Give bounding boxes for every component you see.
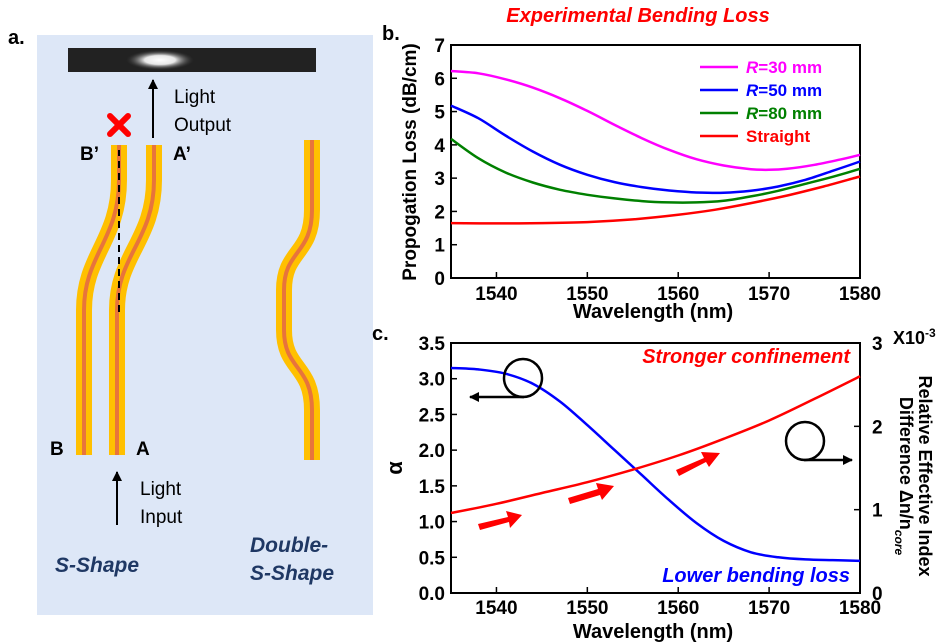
x-tick-label: 1580 (839, 598, 881, 619)
series-line (450, 104, 861, 195)
annotation-top: Stronger confinement (642, 346, 851, 368)
chart-c: c. 1540 1550 1560 1570 1580 0.0 0.5 1.0 1.5 2.0 2.… (372, 323, 936, 643)
right-scale-label: X10-3 (893, 326, 936, 348)
double-s-waveguide-core (282, 140, 314, 460)
panel-a-background (37, 35, 373, 615)
chart-c-lines (450, 366, 861, 563)
series-line (450, 69, 861, 172)
chart-c-xlabel: Wavelength (nm) (573, 621, 733, 643)
input-text-line2: Input (140, 507, 183, 528)
red-arrow-1 (478, 511, 522, 530)
chart-b-ticks: 1540 1550 1560 1570 1580 0 1 2 3 4 5 6 7 (434, 36, 881, 305)
series-line (450, 366, 861, 563)
s-shape-caption: S-Shape (55, 554, 139, 577)
legend-label: R=30 mm (746, 58, 822, 77)
series-line (450, 137, 861, 204)
waveguide-a-core (115, 145, 156, 455)
chart-b-ylabel: Propogation Loss (dB/cm) (400, 43, 421, 281)
y-right-tick-label: 2 (872, 417, 883, 438)
red-arrow-3 (676, 452, 720, 476)
confinement-arrows (478, 452, 720, 530)
y-tick-label: 5 (434, 103, 445, 124)
output-text-line1: Light (174, 87, 216, 108)
y-tick-label: 3.0 (419, 370, 445, 391)
panel-c-label: c. (372, 323, 389, 345)
x-tick-label: 1560 (657, 598, 699, 619)
red-arrow-2 (568, 483, 614, 504)
right-axis-circle (784, 420, 826, 462)
input-text-line1: Light (140, 479, 182, 500)
x-tick-label: 1550 (566, 598, 608, 619)
right-ylabel-line1: Relative Effective Index (915, 375, 935, 576)
right-ylabel-line2: Difference Δn/ncore (892, 397, 916, 556)
y-tick-label: 1.5 (419, 477, 446, 498)
double-caption-line1: Double- (250, 534, 328, 557)
chart-c-ticks: 1540 1550 1560 1570 1580 0.0 0.5 1.0 1.5 2.0 2.5 3.… (419, 334, 883, 619)
y-tick-label: 4 (434, 136, 445, 157)
x-tick-label: 1540 (475, 598, 517, 619)
y-tick-label: 3.5 (419, 334, 446, 355)
panel-b-label: b. (382, 23, 400, 45)
x-tick-label: 1580 (839, 284, 881, 305)
blocked-mark (107, 113, 131, 137)
output-text-line2: Output (174, 115, 232, 136)
x-tick-label: 1570 (748, 284, 790, 305)
x-tick-label: 1550 (566, 284, 608, 305)
legend-label: Straight (746, 127, 811, 146)
double-caption-line2: S-Shape (250, 562, 334, 585)
y-tick-label: 7 (434, 36, 445, 57)
port-a: A (136, 439, 150, 460)
chart-c-frame (450, 342, 861, 594)
y-tick-label: 6 (434, 69, 445, 90)
legend-label: R=50 mm (746, 81, 822, 100)
y-tick-label: 0.0 (419, 584, 445, 605)
y-tick-label: 3 (434, 169, 445, 190)
port-a-prime: A’ (173, 144, 191, 165)
series-line (450, 375, 861, 515)
y-tick-label: 2.0 (419, 441, 445, 462)
y-tick-label: 0 (434, 269, 445, 290)
x-tick-label: 1560 (657, 284, 699, 305)
legend-label: R=80 mm (746, 104, 822, 123)
output-spot (126, 50, 194, 70)
x-tick-label: 1570 (748, 598, 790, 619)
chart-b-legend: R=30 mm R=50 mm R=80 mm Straight (700, 58, 822, 146)
y-tick-label: 2 (434, 202, 445, 223)
chart-c-ylabel: α (382, 461, 407, 475)
port-b: B (50, 439, 64, 460)
y-right-tick-label: 1 (872, 501, 883, 522)
s-shape-waveguides (76, 145, 162, 455)
chart-b: b. Experimental Bending Loss 1540 1550 156… (382, 5, 881, 323)
y-tick-label: 2.5 (419, 405, 446, 426)
y-tick-label: 1 (434, 236, 445, 257)
port-b-prime: B’ (80, 144, 99, 165)
chart-b-xlabel: Wavelength (nm) (573, 301, 733, 323)
chart-b-lines (450, 69, 861, 225)
series-line (450, 175, 861, 225)
y-tick-label: 1.0 (419, 513, 445, 534)
x-tick-label: 1540 (475, 284, 517, 305)
y-tick-label: 0.5 (419, 548, 446, 569)
y-right-tick-label: 3 (872, 334, 883, 355)
panel-a-label: a. (8, 27, 25, 49)
panel-a: a. Light Output B’ A’ B A Light Input (8, 27, 373, 615)
annotation-bottom: Lower bending loss (662, 565, 850, 587)
chart-b-title: Experimental Bending Loss (506, 5, 769, 27)
y-right-tick-label: 0 (872, 584, 883, 605)
